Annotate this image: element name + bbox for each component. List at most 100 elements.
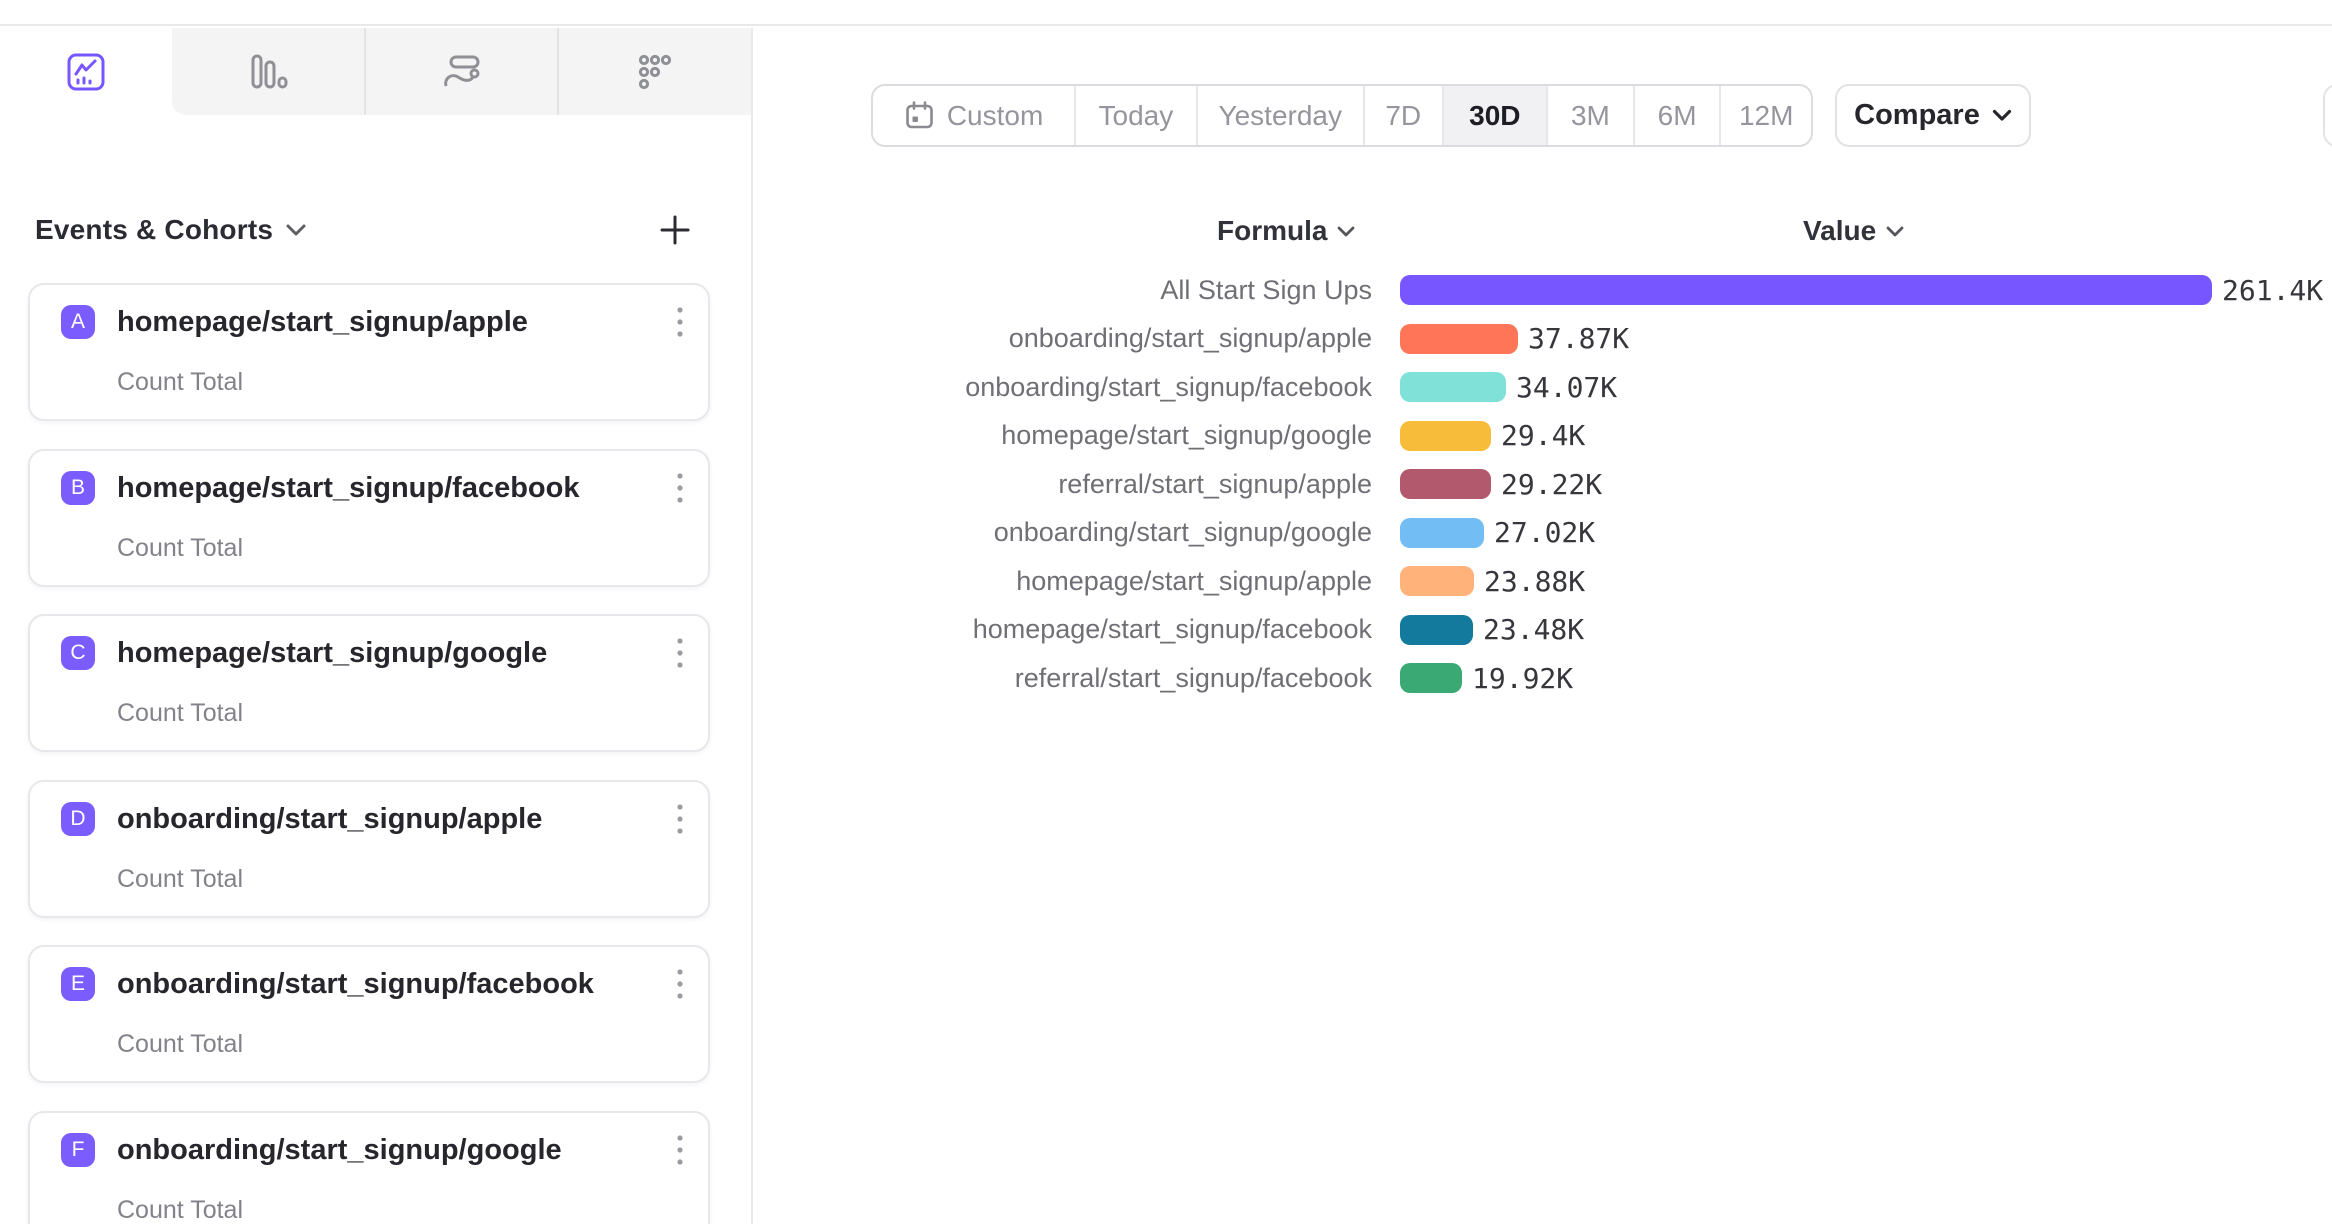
series-value: 23.88K	[1484, 564, 1586, 598]
series-bar[interactable]	[1400, 323, 1518, 354]
series-value: 27.02K	[1494, 516, 1596, 550]
event-letter-badge: C	[61, 636, 95, 670]
date-range-option[interactable]: Yesterday	[1195, 86, 1363, 145]
date-range-option[interactable]: Today	[1074, 86, 1195, 145]
chevron-down-icon	[1992, 109, 2012, 122]
date-range-label: 12M	[1738, 99, 1794, 131]
series-bar[interactable]	[1400, 275, 2212, 306]
date-range-option[interactable]: 7D	[1362, 86, 1442, 145]
add-event-button[interactable]	[657, 212, 693, 248]
event-card[interactable]: E onboarding/start_signup/facebook Count…	[28, 945, 710, 1083]
formula-column-header[interactable]: Formula	[1217, 214, 1355, 248]
chart-row: onboarding/start_signup/google 27.02K	[935, 509, 2332, 558]
event-name: homepage/start_signup/facebook	[117, 471, 580, 504]
kebab-menu-icon	[677, 803, 683, 834]
value-column-header[interactable]: Value	[1803, 214, 1904, 248]
chart-row: onboarding/start_signup/facebook 34.07K	[935, 363, 2332, 412]
date-range-option[interactable]: 30D	[1441, 86, 1547, 145]
event-name: homepage/start_signup/google	[117, 637, 548, 669]
compare-button[interactable]: Compare	[1835, 84, 2031, 147]
cut-off-toolbar-button[interactable]	[2323, 84, 2332, 147]
event-card[interactable]: C homepage/start_signup/google Count Tot…	[28, 614, 710, 752]
chart-row: homepage/start_signup/facebook 23.48K	[935, 606, 2332, 655]
date-range-label: 7D	[1385, 99, 1422, 131]
event-card[interactable]: D onboarding/start_signup/apple Count To…	[28, 779, 710, 918]
date-range-option[interactable]: Custom	[873, 86, 1074, 145]
tab-flows[interactable]	[363, 28, 558, 115]
series-value: 29.22K	[1501, 467, 1603, 501]
series-bar[interactable]	[1400, 566, 1474, 597]
event-card[interactable]: F onboarding/start_signup/google Count T…	[28, 1110, 710, 1224]
chevron-down-icon[interactable]	[285, 223, 307, 237]
event-card[interactable]: A homepage/start_signup/apple Count Tota…	[28, 283, 710, 421]
event-options-button[interactable]	[660, 1130, 700, 1170]
chevron-down-icon	[1886, 226, 1904, 236]
series-label: referral/start_signup/facebook	[1014, 662, 1372, 693]
chart-row: referral/start_signup/facebook 19.92K	[935, 654, 2332, 703]
event-letter-badge: B	[61, 470, 95, 505]
event-options-button[interactable]	[660, 468, 700, 508]
series-bar[interactable]	[1400, 372, 1506, 403]
series-value: 19.92K	[1472, 661, 1574, 695]
series-value: 23.48K	[1483, 613, 1585, 647]
series-value: 37.87K	[1528, 322, 1630, 356]
series-bar[interactable]	[1400, 469, 1491, 500]
series-bar[interactable]	[1400, 614, 1473, 645]
events-cohorts-header: Events & Cohorts	[35, 210, 715, 250]
calendar-icon	[904, 100, 935, 131]
date-range-label: Today	[1098, 99, 1174, 131]
date-range-label: 6M	[1657, 99, 1697, 131]
series-label: onboarding/start_signup/google	[993, 517, 1372, 548]
series-bar[interactable]	[1400, 663, 1462, 694]
formula-header-label: Formula	[1217, 215, 1328, 246]
event-letter-badge: E	[61, 967, 95, 1001]
tab-insights[interactable]	[0, 28, 172, 115]
compare-label: Compare	[1854, 99, 1980, 131]
date-range-option[interactable]: 12M	[1719, 86, 1811, 145]
date-range-label: 30D	[1469, 99, 1521, 131]
date-range-option[interactable]: 6M	[1632, 86, 1720, 145]
series-label: onboarding/start_signup/facebook	[965, 371, 1372, 402]
chart-row: homepage/start_signup/apple 23.88K	[935, 557, 2332, 606]
chart-row: homepage/start_signup/google 29.4K	[935, 412, 2332, 461]
event-card[interactable]: B homepage/start_signup/facebook Count T…	[28, 448, 710, 587]
tab-bar-chart[interactable]	[172, 28, 364, 115]
kebab-menu-icon	[677, 307, 683, 337]
date-range-label: Yesterday	[1218, 99, 1343, 131]
value-header-label: Value	[1803, 215, 1877, 246]
event-options-button[interactable]	[660, 799, 700, 839]
event-metric: Count Total	[117, 368, 244, 396]
event-metric: Count Total	[117, 1195, 244, 1224]
query-builder-panel: Events & Cohorts A homepage/start_signup…	[0, 28, 753, 1224]
series-label: All Start Sign Ups	[1160, 274, 1372, 305]
bar-chart: All Start Sign Ups 261.4K onboarding/sta…	[935, 266, 2332, 703]
event-options-button[interactable]	[660, 633, 700, 673]
flows-icon	[442, 53, 482, 91]
date-range-label: 3M	[1570, 99, 1610, 131]
tab-retention[interactable]	[557, 28, 751, 115]
kebab-menu-icon	[677, 1134, 683, 1165]
event-name: onboarding/start_signup/google	[117, 1133, 562, 1166]
bar-chart-icon	[248, 53, 288, 91]
series-label: onboarding/start_signup/apple	[1008, 323, 1372, 354]
date-range-label: Custom	[946, 99, 1044, 131]
event-options-button[interactable]	[660, 302, 700, 342]
event-letter-badge: F	[61, 1132, 95, 1167]
events-cohorts-title: Events & Cohorts	[35, 214, 274, 245]
date-range-option[interactable]: 3M	[1546, 86, 1633, 145]
series-bar[interactable]	[1400, 420, 1491, 451]
event-metric: Count Total	[117, 699, 244, 727]
series-bar[interactable]	[1400, 517, 1484, 548]
insights-line-chart-icon	[66, 52, 106, 92]
date-range-control: Custom Today Yesterday 7D 30D	[871, 84, 1813, 147]
chevron-down-icon	[1338, 226, 1355, 236]
kebab-menu-icon	[677, 969, 683, 999]
plus-icon	[658, 213, 692, 247]
series-value: 29.4K	[1501, 419, 1586, 453]
chart-row: All Start Sign Ups 261.4K	[935, 266, 2332, 315]
event-name: onboarding/start_signup/facebook	[117, 968, 594, 1000]
series-label: homepage/start_signup/google	[1001, 420, 1372, 451]
event-options-button[interactable]	[660, 964, 700, 1004]
event-name: homepage/start_signup/apple	[117, 306, 528, 338]
